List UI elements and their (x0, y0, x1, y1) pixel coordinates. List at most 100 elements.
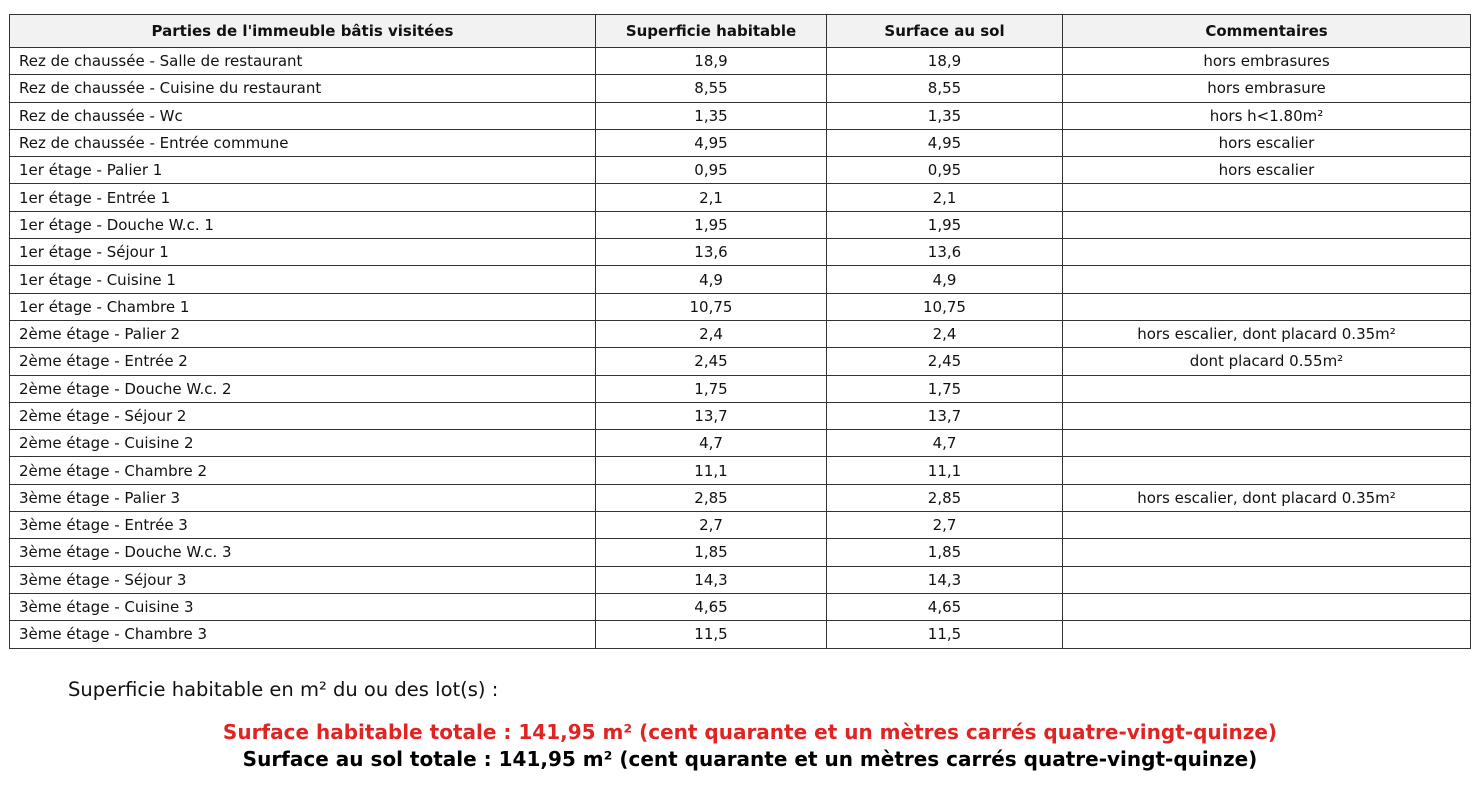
table-row: 1er étage - Cuisine 1 4,9 4,9 (9, 265, 1471, 294)
cell-partie: 2ème étage - Chambre 2 (9, 456, 596, 485)
cell-superficie-habitable: 4,95 (595, 128, 827, 158)
cell-partie: 2ème étage - Séjour 2 (9, 401, 596, 431)
table-row: 2ème étage - Séjour 2 13,7 13,7 (9, 401, 1471, 431)
cell-partie: 1er étage - Palier 1 (9, 156, 596, 185)
table-row: 2ème étage - Chambre 2 11,1 11,1 (9, 456, 1471, 485)
table-row: 3ème étage - Séjour 3 14,3 14,3 (9, 565, 1471, 594)
cell-partie: Rez de chaussée - Wc (9, 101, 596, 130)
cell-partie: Rez de chaussée - Salle de restaurant (9, 46, 596, 76)
table-row: Rez de chaussée - Cuisine du restaurant 8… (9, 74, 1471, 103)
cell-commentaire (1062, 401, 1471, 431)
cell-superficie-habitable: 4,7 (595, 429, 827, 458)
table-row: 3ème étage - Entrée 3 2,7 2,7 (9, 511, 1471, 540)
cell-superficie-habitable: 2,7 (595, 511, 827, 540)
table-row: 3ème étage - Douche W.c. 3 1,85 1,85 (9, 538, 1471, 567)
cell-partie: 1er étage - Séjour 1 (9, 238, 596, 267)
cell-commentaire (1062, 238, 1471, 267)
cell-surface-au-sol: 2,1 (826, 183, 1063, 212)
cell-surface-au-sol: 2,85 (826, 483, 1063, 513)
cell-commentaire (1062, 620, 1471, 649)
cell-superficie-habitable: 2,4 (595, 319, 827, 349)
cell-surface-au-sol: 13,6 (826, 238, 1063, 267)
cell-commentaire (1062, 374, 1471, 403)
table-header-row: Parties de l'immeuble bâtis visitées Sup… (9, 14, 1471, 48)
cell-superficie-habitable: 4,9 (595, 265, 827, 294)
cell-superficie-habitable: 4,65 (595, 592, 827, 622)
table-row: Rez de chaussée - Entrée commune 4,95 4,95… (9, 128, 1471, 158)
cell-commentaire (1062, 429, 1471, 458)
cell-commentaire: hors embrasures (1062, 46, 1471, 76)
surface-table: Parties de l'immeuble bâtis visitées Sup… (9, 14, 1471, 649)
table-row: 3ème étage - Chambre 3 11,5 11,5 (9, 620, 1471, 649)
cell-commentaire: hors escalier, dont placard 0.35m² (1062, 319, 1471, 349)
cell-surface-au-sol: 4,9 (826, 265, 1063, 294)
cell-partie: 3ème étage - Entrée 3 (9, 511, 596, 540)
cell-surface-au-sol: 0,95 (826, 156, 1063, 185)
cell-partie: Rez de chaussée - Cuisine du restaurant (9, 74, 596, 103)
cell-surface-au-sol: 2,7 (826, 511, 1063, 540)
cell-superficie-habitable: 1,95 (595, 210, 827, 240)
table-row: 3ème étage - Palier 3 2,85 2,85 hors escali… (9, 483, 1471, 513)
header-commentaires: Commentaires (1062, 14, 1471, 48)
cell-surface-au-sol: 11,5 (826, 620, 1063, 649)
table-row: 2ème étage - Douche W.c. 2 1,75 1,75 (9, 374, 1471, 403)
table-row: 1er étage - Séjour 1 13,6 13,6 (9, 238, 1471, 267)
table-row: 2ème étage - Entrée 2 2,45 2,45 dont placar… (9, 347, 1471, 376)
cell-superficie-habitable: 1,35 (595, 101, 827, 130)
cell-commentaire: hors escalier (1062, 156, 1471, 185)
cell-surface-au-sol: 10,75 (826, 292, 1063, 321)
cell-partie: 1er étage - Chambre 1 (9, 292, 596, 321)
cell-superficie-habitable: 0,95 (595, 156, 827, 185)
cell-partie: 1er étage - Cuisine 1 (9, 265, 596, 294)
table-row: Rez de chaussée - Wc 1,35 1,35 hors h<1.80m… (9, 101, 1471, 130)
cell-commentaire (1062, 265, 1471, 294)
table-body: Rez de chaussée - Salle de restaurant 18,… (9, 46, 1471, 649)
cell-superficie-habitable: 10,75 (595, 292, 827, 321)
cell-surface-au-sol: 8,55 (826, 74, 1063, 103)
cell-commentaire: dont placard 0.55m² (1062, 347, 1471, 376)
cell-partie: 3ème étage - Séjour 3 (9, 565, 596, 594)
cell-surface-au-sol: 4,95 (826, 128, 1063, 158)
header-superficie-habitable: Superficie habitable (595, 14, 827, 48)
cell-partie: 2ème étage - Entrée 2 (9, 347, 596, 376)
summary-label: Superficie habitable en m² du ou des lot… (68, 678, 499, 701)
cell-superficie-habitable: 18,9 (595, 46, 827, 76)
cell-partie: 2ème étage - Cuisine 2 (9, 429, 596, 458)
cell-surface-au-sol: 4,65 (826, 592, 1063, 622)
table-row: 1er étage - Douche W.c. 1 1,95 1,95 (9, 210, 1471, 240)
cell-partie: 1er étage - Entrée 1 (9, 183, 596, 212)
cell-superficie-habitable: 2,1 (595, 183, 827, 212)
cell-surface-au-sol: 11,1 (826, 456, 1063, 485)
header-parties: Parties de l'immeuble bâtis visitées (9, 14, 596, 48)
cell-commentaire: hors escalier, dont placard 0.35m² (1062, 483, 1471, 513)
cell-commentaire (1062, 565, 1471, 594)
cell-surface-au-sol: 1,75 (826, 374, 1063, 403)
cell-superficie-habitable: 1,85 (595, 538, 827, 567)
total-habitable: Surface habitable totale : 141,95 m² (ce… (222, 720, 1278, 744)
cell-surface-au-sol: 1,85 (826, 538, 1063, 567)
cell-superficie-habitable: 2,45 (595, 347, 827, 376)
total-sol: Surface au sol totale : 141,95 m² (cent … (242, 747, 1258, 771)
cell-commentaire: hors h<1.80m² (1062, 101, 1471, 130)
cell-superficie-habitable: 2,85 (595, 483, 827, 513)
cell-partie: 3ème étage - Cuisine 3 (9, 592, 596, 622)
cell-superficie-habitable: 8,55 (595, 74, 827, 103)
cell-surface-au-sol: 2,45 (826, 347, 1063, 376)
header-surface-au-sol: Surface au sol (826, 14, 1063, 48)
cell-partie: 2ème étage - Douche W.c. 2 (9, 374, 596, 403)
cell-partie: 1er étage - Douche W.c. 1 (9, 210, 596, 240)
cell-partie: 2ème étage - Palier 2 (9, 319, 596, 349)
cell-surface-au-sol: 1,35 (826, 101, 1063, 130)
cell-superficie-habitable: 13,7 (595, 401, 827, 431)
cell-partie: 3ème étage - Douche W.c. 3 (9, 538, 596, 567)
cell-surface-au-sol: 18,9 (826, 46, 1063, 76)
cell-superficie-habitable: 14,3 (595, 565, 827, 594)
cell-superficie-habitable: 1,75 (595, 374, 827, 403)
cell-superficie-habitable: 11,5 (595, 620, 827, 649)
table-row: 2ème étage - Cuisine 2 4,7 4,7 (9, 429, 1471, 458)
cell-commentaire (1062, 511, 1471, 540)
cell-surface-au-sol: 13,7 (826, 401, 1063, 431)
cell-surface-au-sol: 14,3 (826, 565, 1063, 594)
cell-superficie-habitable: 11,1 (595, 456, 827, 485)
cell-commentaire: hors escalier (1062, 128, 1471, 158)
